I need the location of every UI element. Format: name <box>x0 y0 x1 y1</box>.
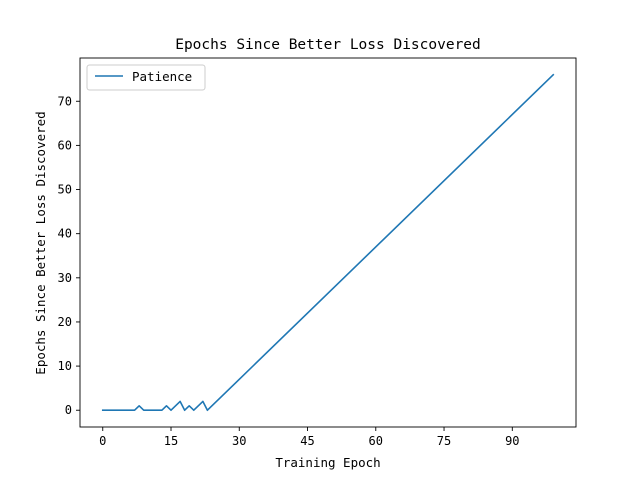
y-tick-label-40: 40 <box>58 227 72 241</box>
y-axis-label: Epochs Since Better Loss Discovered <box>33 111 48 374</box>
y-tick-label-0: 0 <box>65 403 72 417</box>
x-tick-label-90: 90 <box>505 434 519 448</box>
y-tick-label-10: 10 <box>58 359 72 373</box>
y-tick-label-20: 20 <box>58 315 72 329</box>
chart-title: Epochs Since Better Loss Discovered <box>175 37 481 53</box>
x-tick-label-15: 15 <box>164 434 178 448</box>
axes-frame <box>79 57 577 428</box>
legend: Patience <box>86 64 206 91</box>
x-tick-label-60: 60 <box>369 434 383 448</box>
y-tick-label-60: 60 <box>58 138 72 152</box>
x-tick-label-75: 75 <box>437 434 451 448</box>
y-tick-label-30: 30 <box>58 271 72 285</box>
series-line-0 <box>101 73 555 412</box>
x-tick-label-30: 30 <box>232 434 246 448</box>
x-axis-label: Training Epoch <box>275 455 380 470</box>
plot-area: 0 15 30 45 60 75 90 0 10 20 30 40 50 60 70 Patience <box>58 57 577 448</box>
x-tick-label-45: 45 <box>300 434 314 448</box>
legend-box <box>86 64 206 91</box>
legend-label-0: Patience <box>132 69 192 84</box>
x-tick-label-0: 0 <box>99 434 106 448</box>
y-tick-label-70: 70 <box>58 94 72 108</box>
y-tick-label-50: 50 <box>58 183 72 197</box>
